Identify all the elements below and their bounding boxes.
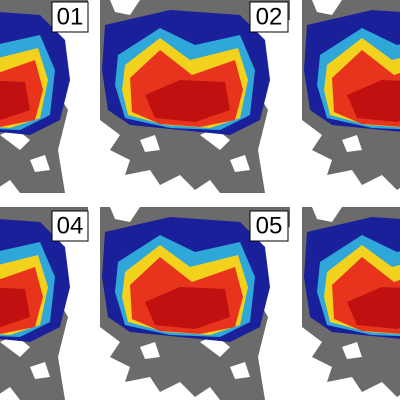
label-box [249, 1, 289, 33]
map-panel [302, 207, 400, 400]
panel-label: 05 [256, 212, 283, 239]
panel-label: 02 [256, 3, 283, 30]
panel-label: 04 [57, 212, 84, 239]
panel-label: 01 [57, 3, 84, 30]
label-box [51, 210, 89, 242]
label-box [249, 210, 289, 242]
label-box [51, 1, 89, 33]
map-panel [302, 0, 400, 193]
